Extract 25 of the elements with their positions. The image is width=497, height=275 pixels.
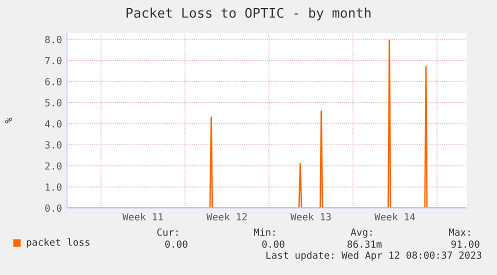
legend-label: packet loss: [26, 238, 90, 248]
text: 86.31m: [348, 240, 382, 248]
y-tick-label: 2.0: [45, 162, 62, 170]
text: Min:: [254, 228, 275, 236]
x-tick-label: Week 12: [206, 212, 247, 220]
text: Max:: [448, 228, 470, 236]
y-tick-label: 5.0: [45, 99, 62, 106]
text: Last update: Wed Apr 12 08:00:37 2023: [266, 251, 482, 261]
y-axis-title: %: [5, 118, 12, 124]
text: 91.00: [451, 240, 480, 248]
text: Avg:: [350, 228, 372, 238]
y-tick-label: 1.0: [46, 183, 62, 191]
y-tick-label: 7.0: [45, 56, 62, 64]
y-tick-label: 8.0: [45, 36, 62, 44]
text: 0.00: [165, 240, 188, 248]
text: 0.00: [262, 240, 284, 248]
y-tick-label: 0.0: [45, 204, 62, 212]
x-tick-label: Week 13: [290, 212, 331, 220]
y-tick-label: 3.0: [45, 141, 62, 149]
chart-title: Packet Loss to OPTIC - by month: [126, 8, 370, 20]
x-tick-label: Week 14: [374, 212, 416, 220]
y-tick-label: 4.0: [45, 120, 62, 128]
text: Cur:: [157, 228, 178, 236]
x-tick-label: Week 11: [122, 212, 163, 220]
y-tick-label: 6.0: [45, 78, 62, 86]
